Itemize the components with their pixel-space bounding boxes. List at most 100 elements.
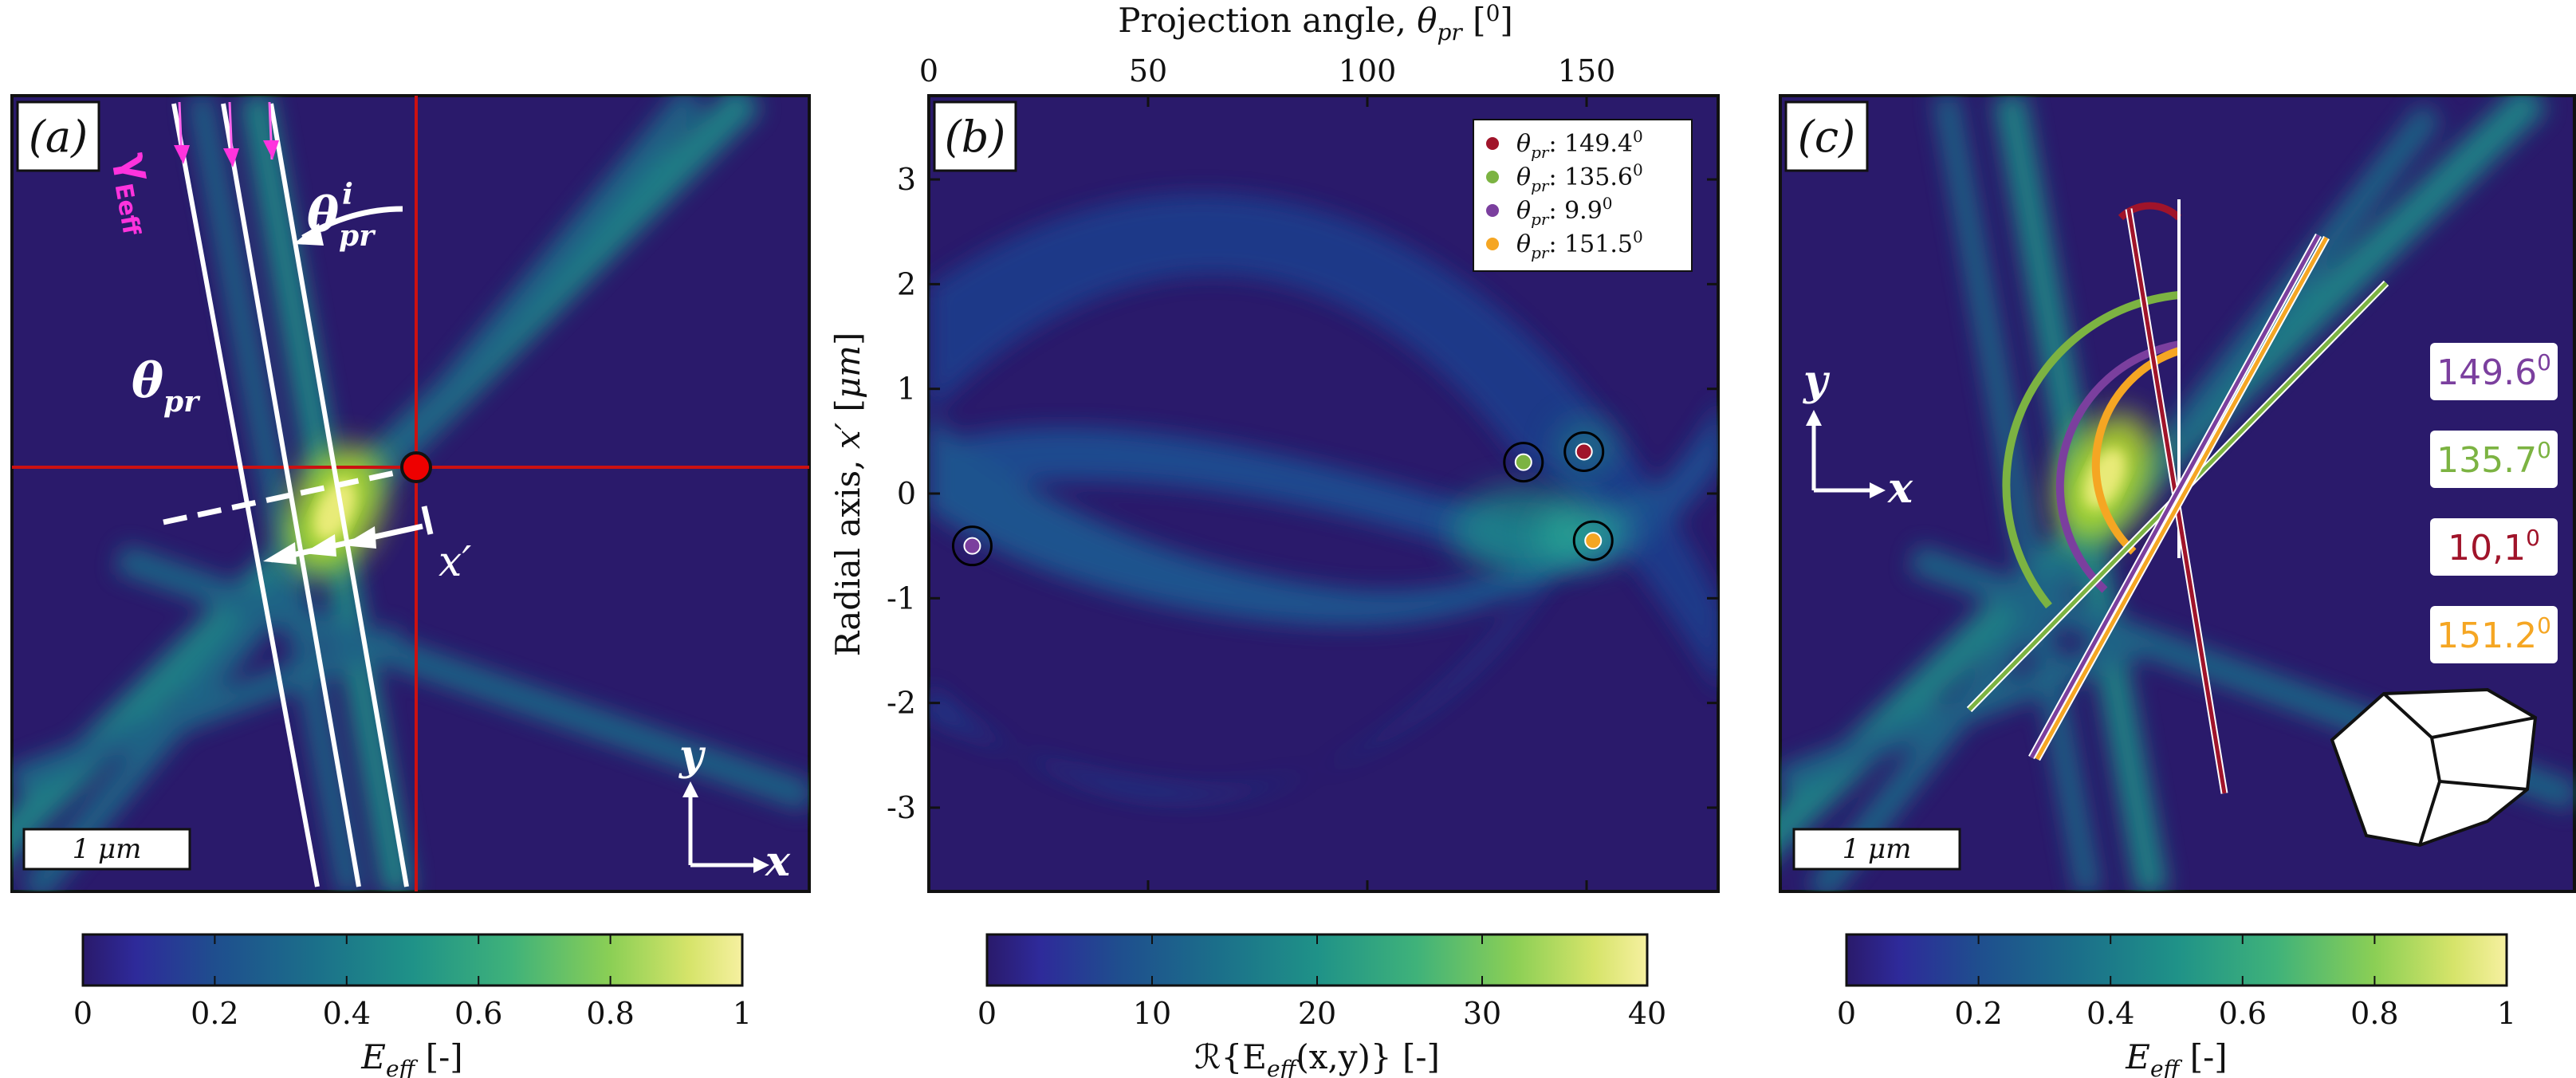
panel-b-xlabel-close: ] <box>1500 1 1512 40</box>
panel-b-legend-swatch <box>1486 137 1499 150</box>
panel-a-axis-y-label: y <box>678 731 706 780</box>
panel-c-angle-box <box>2430 606 2558 663</box>
panel-b-colorbar-label-sub: eff <box>1267 1056 1300 1078</box>
panel-b-marker-ring <box>1563 431 1605 472</box>
panel-c-angle-label: 135.70 <box>2436 437 2551 481</box>
panel-b-colorbar-tick-label: 40 <box>1628 996 1666 1031</box>
panel-b-ytick-label: 3 <box>897 162 916 197</box>
panel-a-colorbar: 0 0.2 0.4 0.6 0.8 1 Eeff [-] <box>73 933 752 1078</box>
panel-c-colorbar-tick-label: 0.2 <box>1954 996 2002 1031</box>
panel-a-label: (a) <box>29 112 88 162</box>
panel-b-xtick-label: 150 <box>1558 53 1616 89</box>
panel-c-axis-y-label: y <box>1803 356 1831 405</box>
panel-c-arc-orange <box>2091 347 2181 555</box>
panel-a-xprime-label: x′ <box>439 538 471 586</box>
panel-b-legend-entry: θpr: 149.40 <box>1516 127 1643 162</box>
panel-b-xlabel-theta: θ <box>1417 1 1437 40</box>
panel-a-colorbar-label-main: E <box>360 1037 386 1076</box>
panel-b-ytick-label: -3 <box>887 790 916 825</box>
panel-c-angle-label: 10,10 <box>2448 525 2540 569</box>
panel-b-label: (b) <box>945 112 1006 162</box>
panel-b-ylabel: Radial axis, x′ [μm] <box>828 332 867 657</box>
panel-c-y-arrowhead <box>1806 410 1822 426</box>
panel-a-theta-label: θpr <box>132 353 201 419</box>
panel-a-arrowheads <box>263 526 376 565</box>
panel-b-xtick-label: 0 <box>919 53 938 89</box>
panel-a-colorbar-tick-label: 1 <box>733 996 752 1031</box>
panel-b-colorbar-tick-label: 30 <box>1463 996 1501 1031</box>
panel-b-xtick-label: 100 <box>1339 53 1397 89</box>
panel-a-axes-indicator <box>688 793 757 868</box>
panel-b-xlabel-unit: [ <box>1462 1 1486 40</box>
panel-b-legend-entry: θpr: 151.50 <box>1516 227 1643 262</box>
svg-text:Radial axis, x′ [μm]: Radial axis, x′ [μm] <box>828 332 867 657</box>
panel-a-theta-i-label: θpr i <box>307 178 376 253</box>
panel-b-xtick-label: 50 <box>1129 53 1167 89</box>
panel-c-colorbar-tick-label: 1 <box>2497 996 2516 1031</box>
panel-b-ytick-label: 2 <box>897 266 916 301</box>
panel-c-colorbar-label-unit: [-] <box>2179 1037 2227 1076</box>
panel-b-marker-point <box>1575 443 1593 461</box>
panel-a-projection-lines <box>171 103 409 887</box>
panel-b-ytick-label: -1 <box>887 580 916 616</box>
panel-c-angle-box <box>2430 343 2558 400</box>
panel-c-crystal-icon <box>2330 687 2538 848</box>
panel-b-ylabel-text: Radial axis, <box>828 449 867 656</box>
panel-c-line-purple <box>2029 234 2321 759</box>
panel-b-marker-point <box>1514 453 1532 471</box>
panel-a-theta-sub: pr <box>163 385 201 419</box>
panel-c-x-arrowhead <box>1870 482 1886 498</box>
panel-a-scale-bar <box>22 828 191 871</box>
panel-b-xlabel-text: Projection angle, <box>1118 1 1417 40</box>
panel-b-ytick-label: 1 <box>897 372 916 407</box>
panel-c-colorbar-tick-label: 0.4 <box>2086 996 2134 1031</box>
panel-c-scale-bar <box>1792 828 1961 871</box>
panel-c-label-box <box>1784 100 1869 172</box>
panel-a-rotation-center <box>400 451 432 483</box>
panel-b-xlabel: Projection angle, θpr [0] <box>1118 0 1513 45</box>
panel-a-colorbar-label-unit: [-] <box>415 1037 462 1076</box>
panel-b-xlabel-sub: pr <box>1437 19 1464 45</box>
panel-a-beams <box>12 96 809 891</box>
panel-a-colorbar-tick-label: 0.4 <box>323 996 371 1031</box>
panel-c-angle-labels: 149.60 135.70 10,10 151.20 <box>2430 343 2558 663</box>
panel-a-theta-i-symbol: θ <box>307 187 339 243</box>
panel-b-ylabel-unit: [ <box>828 399 867 423</box>
panel-b-ytick-label: 0 <box>897 476 916 511</box>
panel-b-colorbar-label-rest: (x,y)} [-] <box>1296 1037 1440 1076</box>
panel-b-marker-point <box>963 537 981 555</box>
panel-c-colorbar-tick-label: 0 <box>1837 996 1856 1031</box>
panel-b-marker-point <box>1584 532 1603 550</box>
panel-c-arc-purple <box>2055 340 2180 593</box>
panel-b-colorbar-tick-label: 20 <box>1298 996 1336 1031</box>
panel-a-colorbar-tick-label: 0.8 <box>586 996 634 1031</box>
panel-c-axes-indicator <box>1811 421 1874 493</box>
panel-c-label: (c) <box>1798 112 1855 162</box>
panel-c-colorbar-label: Eeff [-] <box>2125 1037 2227 1078</box>
panel-b: 0 50 100 150 -3 -2 -1 0 1 2 3 (b) Projection angle… <box>828 0 1720 893</box>
panel-a-y-arrowhead <box>682 781 698 797</box>
panel-a-axis-x-label: x <box>765 837 791 886</box>
panel-b-axes: 0 50 100 150 -3 -2 -1 0 1 2 3 <box>887 53 1718 891</box>
panel-c: y x 149.60 135.70 10,10 151.20 (c) 1 μm <box>1779 94 2576 893</box>
panel-b-colorbar: 0 10 20 30 40 ℛ{Eeff(x,y)} [-] <box>977 933 1666 1078</box>
panel-b-legend-entry: θpr: 135.60 <box>1516 160 1643 195</box>
panel-a-colorbar-bar <box>81 933 744 987</box>
panel-b-marker-ring <box>1572 520 1614 561</box>
panel-b-colorbar-tick-label: 10 <box>1133 996 1171 1031</box>
panel-b-xlabel-sup: 0 <box>1486 0 1500 26</box>
panel-a-dashed-line <box>163 467 407 525</box>
panel-c-angle-label: 149.60 <box>2436 349 2551 393</box>
panel-b-ylabel-x: x′ <box>828 422 867 449</box>
panel-a-theta-i-sub: pr <box>339 219 376 253</box>
panel-b-label-box <box>933 100 1017 172</box>
panel-c-colorbar-tick-label: 0.8 <box>2350 996 2398 1031</box>
panel-a-colorbar-tick-label: 0.2 <box>191 996 238 1031</box>
panel-b-legend-swatch <box>1486 171 1499 183</box>
panel-b-colorbar-tick-label: 0 <box>977 996 997 1031</box>
panel-c-arc-green <box>2002 291 2180 609</box>
panel-c-colorbar-tick-label: 0.6 <box>2219 996 2267 1031</box>
panel-a-theta-i-sup: i <box>342 178 353 211</box>
